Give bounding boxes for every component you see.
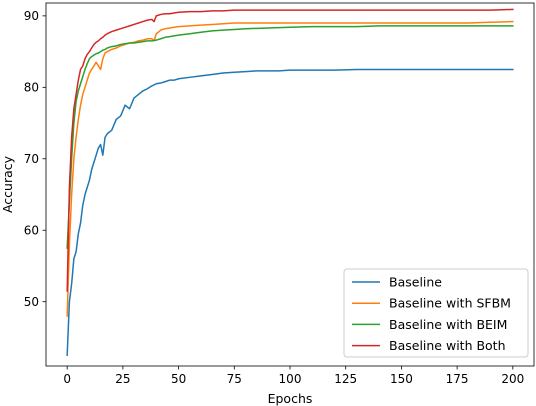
x-tick-label: 75 — [227, 372, 242, 386]
series-layer — [66, 8, 514, 357]
y-tick-label: 80 — [24, 81, 39, 95]
series-line-1 — [66, 20, 514, 317]
x-tick-label: 25 — [115, 372, 130, 386]
x-tick-label: 125 — [334, 372, 357, 386]
legend: Baseline Baseline with SFBM Baseline with … — [343, 268, 529, 358]
x-tick-label: 175 — [446, 372, 469, 386]
x-tick-label: 100 — [279, 372, 302, 386]
axes-layer: 0 25 50 75 100 125 150 175 200 50 60 70 80 90 — [24, 2, 535, 386]
series-line-2 — [66, 25, 514, 249]
x-tick-label: 200 — [501, 372, 524, 386]
series-line-3 — [66, 8, 514, 292]
y-tick-label: 60 — [24, 224, 39, 238]
legend-entry-3: Baseline with Both — [389, 338, 506, 353]
x-tick-label: 50 — [171, 372, 186, 386]
y-axis-label: Accuracy — [0, 155, 15, 213]
x-tick-label: 0 — [63, 372, 71, 386]
y-tick-label: 50 — [24, 295, 39, 309]
legend-entry-0: Baseline — [389, 275, 442, 290]
y-tick-label: 90 — [24, 9, 39, 23]
legend-frame — [343, 268, 529, 358]
series-line-0 — [66, 68, 514, 357]
x-tick-label: 150 — [390, 372, 413, 386]
legend-entry-1: Baseline with SFBM — [389, 296, 511, 311]
y-tick-label: 70 — [24, 152, 39, 166]
x-axis-label: Epochs — [268, 391, 313, 406]
legend-entry-2: Baseline with BEIM — [389, 317, 507, 332]
